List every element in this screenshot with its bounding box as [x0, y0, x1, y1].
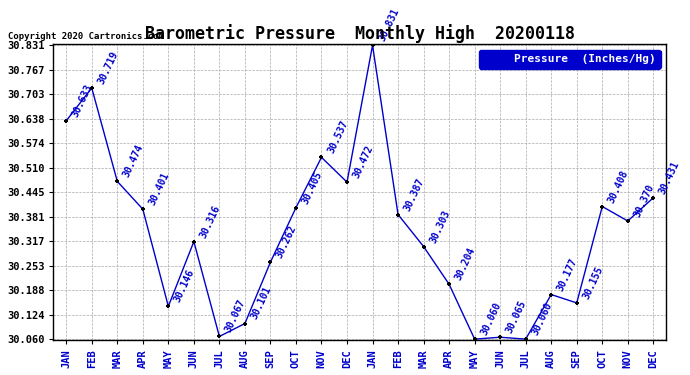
Point — [418, 243, 429, 249]
Text: 30.719: 30.719 — [96, 50, 120, 86]
Text: 30.370: 30.370 — [632, 183, 656, 219]
Point — [290, 205, 302, 211]
Text: 30.472: 30.472 — [351, 144, 375, 180]
Text: 30.474: 30.474 — [121, 143, 146, 179]
Text: 30.060: 30.060 — [479, 301, 503, 337]
Point — [188, 238, 199, 244]
Text: 30.303: 30.303 — [428, 208, 452, 245]
Text: 30.065: 30.065 — [504, 299, 529, 335]
Text: 30.177: 30.177 — [555, 256, 580, 292]
Text: 30.316: 30.316 — [198, 203, 222, 239]
Text: 30.262: 30.262 — [275, 224, 299, 260]
Text: 30.633: 30.633 — [70, 82, 95, 118]
Point — [137, 206, 148, 212]
Point — [393, 211, 404, 217]
Text: 30.431: 30.431 — [658, 159, 682, 196]
Point — [86, 85, 97, 91]
Point — [597, 204, 608, 210]
Point — [61, 118, 72, 124]
Text: 30.067: 30.067 — [224, 298, 248, 334]
Point — [546, 291, 557, 297]
Text: 30.408: 30.408 — [607, 168, 631, 204]
Point — [239, 321, 250, 327]
Point — [444, 281, 455, 287]
Text: 30.060: 30.060 — [530, 301, 554, 337]
Point — [520, 336, 531, 342]
Point — [342, 179, 353, 185]
Title: Barometric Pressure  Monthly High  20200118: Barometric Pressure Monthly High 2020011… — [145, 24, 575, 43]
Text: 30.146: 30.146 — [172, 268, 197, 304]
Text: 30.387: 30.387 — [402, 176, 426, 212]
Point — [163, 303, 174, 309]
Text: 30.101: 30.101 — [249, 285, 273, 321]
Legend: Pressure  (Inches/Hg): Pressure (Inches/Hg) — [479, 50, 660, 69]
Text: 30.537: 30.537 — [326, 119, 350, 155]
Point — [469, 336, 480, 342]
Text: 30.401: 30.401 — [147, 171, 171, 207]
Point — [214, 333, 225, 339]
Point — [571, 300, 582, 306]
Text: 30.155: 30.155 — [581, 265, 605, 301]
Text: Copyright 2020 Cartronics.com: Copyright 2020 Cartronics.com — [8, 32, 164, 41]
Point — [112, 178, 123, 184]
Point — [367, 42, 378, 48]
Point — [648, 195, 659, 201]
Point — [622, 218, 633, 224]
Point — [265, 259, 276, 265]
Text: 30.204: 30.204 — [453, 246, 477, 282]
Point — [495, 334, 506, 340]
Text: 30.405: 30.405 — [300, 170, 324, 206]
Point — [316, 154, 327, 160]
Text: 30.831: 30.831 — [377, 7, 401, 43]
